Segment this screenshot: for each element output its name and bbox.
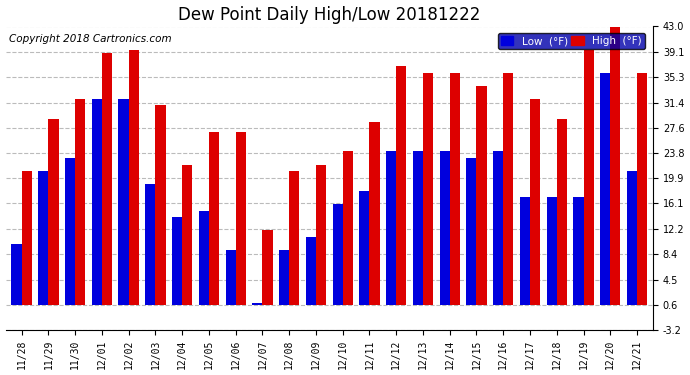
- Bar: [557, 118, 567, 305]
- Bar: [584, 50, 593, 305]
- Title: Dew Point Daily High/Low 20181222: Dew Point Daily High/Low 20181222: [178, 6, 480, 24]
- Bar: [600, 72, 610, 305]
- Bar: [21, 171, 32, 305]
- Bar: [155, 105, 166, 305]
- Bar: [102, 53, 112, 305]
- Bar: [386, 152, 396, 305]
- Bar: [306, 237, 316, 305]
- Bar: [236, 132, 246, 305]
- Bar: [253, 303, 262, 305]
- Bar: [289, 171, 299, 305]
- Bar: [413, 152, 423, 305]
- Bar: [182, 165, 193, 305]
- Bar: [199, 211, 209, 305]
- Bar: [65, 158, 75, 305]
- Bar: [316, 165, 326, 305]
- Bar: [226, 250, 236, 305]
- Bar: [119, 99, 128, 305]
- Bar: [466, 158, 477, 305]
- Text: Copyright 2018 Cartronics.com: Copyright 2018 Cartronics.com: [9, 34, 171, 44]
- Legend: Low  (°F), High  (°F): Low (°F), High (°F): [498, 33, 644, 50]
- Bar: [450, 72, 460, 305]
- Bar: [12, 243, 21, 305]
- Bar: [396, 66, 406, 305]
- Bar: [262, 230, 273, 305]
- Bar: [92, 99, 102, 305]
- Bar: [359, 191, 369, 305]
- Bar: [128, 50, 139, 305]
- Bar: [610, 27, 620, 305]
- Bar: [343, 152, 353, 305]
- Bar: [145, 184, 155, 305]
- Bar: [369, 122, 380, 305]
- Bar: [75, 99, 86, 305]
- Bar: [423, 72, 433, 305]
- Bar: [440, 152, 450, 305]
- Bar: [520, 198, 530, 305]
- Bar: [38, 171, 48, 305]
- Bar: [546, 198, 557, 305]
- Bar: [172, 217, 182, 305]
- Bar: [530, 99, 540, 305]
- Bar: [333, 204, 343, 305]
- Bar: [627, 171, 637, 305]
- Bar: [477, 86, 486, 305]
- Bar: [637, 72, 647, 305]
- Bar: [493, 152, 503, 305]
- Bar: [573, 198, 584, 305]
- Bar: [279, 250, 289, 305]
- Bar: [503, 72, 513, 305]
- Bar: [209, 132, 219, 305]
- Bar: [48, 118, 59, 305]
